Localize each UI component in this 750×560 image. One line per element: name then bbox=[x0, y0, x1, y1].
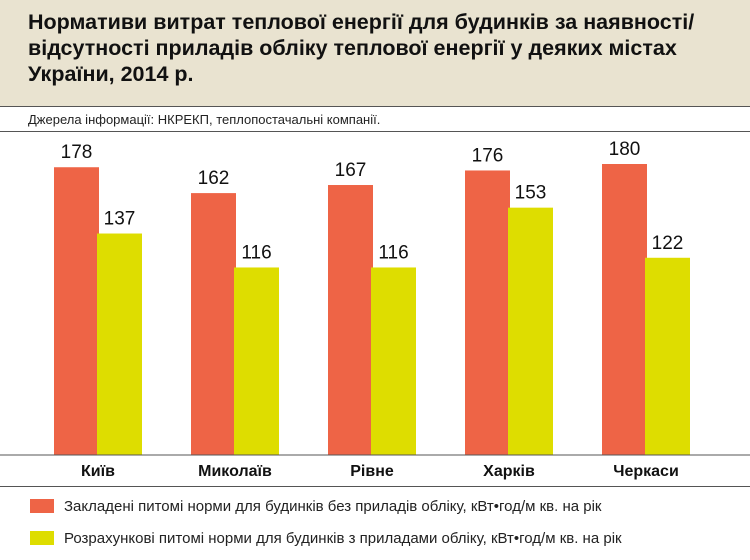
bar-mykolaiv-without-meters bbox=[191, 193, 236, 455]
legend: Закладені питомі норми для будинків без … bbox=[30, 496, 750, 560]
value-labels-group: 178 137 162 116 167 116 176 153 180 122 bbox=[61, 139, 684, 263]
category-labels-group: Київ Миколаїв Рівне Харків Черкаси bbox=[81, 463, 679, 480]
bar-mykolaiv-with-meters bbox=[234, 267, 279, 455]
legend-item-without-meters: Закладені питомі норми для будинків без … bbox=[30, 496, 750, 516]
legend-divider bbox=[0, 486, 750, 487]
value-label-kharkiv-without-meters: 176 bbox=[472, 145, 504, 166]
category-label-cherkasy: Черкаси bbox=[613, 463, 679, 480]
source-note: Джерела інформації: НКРЕКП, теплопостача… bbox=[28, 112, 381, 127]
value-label-cherkasy-with-meters: 122 bbox=[652, 233, 684, 254]
value-label-rivne-with-meters: 116 bbox=[378, 242, 408, 263]
category-label-kyiv: Київ bbox=[81, 463, 115, 480]
category-label-mykolaiv: Миколаїв bbox=[198, 463, 272, 480]
value-label-kharkiv-with-meters: 153 bbox=[515, 183, 547, 204]
value-label-rivne-without-meters: 167 bbox=[335, 160, 367, 181]
category-label-kharkiv: Харків bbox=[483, 463, 535, 480]
bars-group bbox=[54, 164, 690, 455]
source-divider bbox=[0, 131, 750, 132]
bar-cherkasy-with-meters bbox=[645, 257, 690, 455]
bar-rivne-without-meters bbox=[328, 185, 373, 455]
value-label-kyiv-with-meters: 137 bbox=[104, 209, 136, 230]
title-banner bbox=[0, 0, 750, 106]
bar-kharkiv-without-meters bbox=[465, 170, 510, 455]
legend-swatch-with-meters bbox=[30, 531, 54, 545]
bar-kyiv-without-meters bbox=[54, 167, 99, 455]
legend-label-with-meters: Розрахункові питомі норми для будинків з… bbox=[64, 529, 622, 547]
value-label-mykolaiv-without-meters: 162 bbox=[198, 168, 230, 189]
chart-title: Нормативи витрат теплової енергії для бу… bbox=[28, 10, 695, 86]
bar-rivne-with-meters bbox=[371, 267, 416, 455]
value-label-kyiv-without-meters: 178 bbox=[61, 142, 93, 163]
legend-label-without-meters: Закладені питомі норми для будинків без … bbox=[64, 497, 602, 515]
value-label-cherkasy-without-meters: 180 bbox=[609, 139, 641, 160]
value-label-mykolaiv-with-meters: 116 bbox=[241, 242, 271, 263]
bar-cherkasy-without-meters bbox=[602, 164, 647, 455]
legend-item-with-meters: Розрахункові питомі норми для будинків з… bbox=[30, 528, 750, 548]
bar-kyiv-with-meters bbox=[97, 233, 142, 455]
legend-swatch-without-meters bbox=[30, 499, 54, 513]
bar-kharkiv-with-meters bbox=[508, 207, 553, 455]
header-divider bbox=[0, 106, 750, 107]
category-label-rivne: Рівне bbox=[350, 463, 394, 480]
